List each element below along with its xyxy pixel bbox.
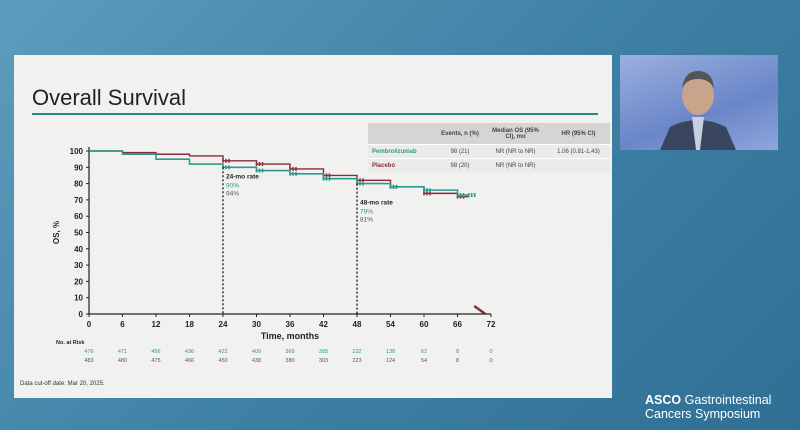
risk-count-placebo: 475 [151,358,160,364]
risk-count-pembrolizumab: 0 [489,349,492,355]
table-row: Pembrolizumab 98 (21) NR (NR to NR) 1.06… [368,144,610,159]
y-tick-label: 70 [74,196,83,205]
x-tick-label: 12 [152,320,161,329]
x-tick-label: 60 [420,320,429,329]
x-tick-label: 0 [87,320,92,329]
x-tick-label: 18 [185,320,194,329]
cell: 1.06 (0.81-1.43) [547,144,610,159]
y-tick-label: 100 [70,147,84,156]
risk-count-pembrolizumab: 369 [285,349,294,355]
risk-count-pembrolizumab: 476 [84,349,93,355]
risk-count-pembrolizumab: 422 [218,349,227,355]
risk-count-placebo: 223 [352,358,361,364]
table-header: Events, n (%) Median OS (95% CI), mo HR … [368,123,610,145]
cell [547,158,610,172]
cell: 98 (20) [436,158,484,172]
y-tick-label: 10 [74,294,83,303]
cell: NR (NR to NR) [484,158,547,172]
rate-value-placebo: 81% [360,217,373,224]
x-axis-label: Time, months [261,331,319,341]
risk-count-placebo: 54 [421,358,427,364]
logo-org: ASCO [645,393,682,407]
asco-logo: ASCO Gastrointestinal Cancers Symposium [645,393,771,421]
risk-count-placebo: 450 [218,358,227,364]
risk-count-pembrolizumab: 409 [252,349,261,355]
y-tick-label: 80 [74,180,83,189]
title-divider [32,113,598,115]
table-row: Placebo 98 (20) NR (NR to NR) [368,158,610,172]
y-tick-label: 20 [74,277,83,286]
series-line-pembrolizumab [89,150,469,196]
risk-count-placebo: 480 [118,358,127,364]
x-tick-label: 42 [319,320,328,329]
logo-line2: Cancers Symposium [645,407,761,421]
risk-count-placebo: 438 [252,358,261,364]
risk-count-placebo: 303 [319,358,328,364]
y-tick-label: 60 [74,212,83,221]
y-axis-label: OS, % [52,221,61,244]
x-tick-label: 24 [219,320,228,329]
x-tick-label: 66 [453,320,462,329]
risk-count-pembrolizumab: 456 [151,349,160,355]
risk-count-placebo: 380 [285,358,294,364]
risk-table-label: No. at Risk [56,340,85,346]
series-line-placebo [89,150,470,198]
rate-value-pembrolizumab: 90% [226,182,239,189]
risk-count-placebo: 483 [84,358,93,364]
x-tick-label: 6 [120,320,125,329]
header-blank [368,123,436,145]
risk-count-pembrolizumab: 8 [456,349,459,355]
slide: Overall Survival Events, n (%) Median OS… [14,55,612,398]
cell: 98 (21) [436,144,484,159]
rate-value-pembrolizumab: 79% [360,209,373,216]
risk-count-placebo: 466 [185,358,194,364]
speaker-image [660,71,736,150]
rate-label: 24-mo rate [226,173,259,180]
rate-label: 48-mo rate [360,200,393,207]
header-events: Events, n (%) [436,123,484,145]
cell: NR (NR to NR) [484,144,547,159]
risk-count-placebo: 0 [489,358,492,364]
y-tick-label: 30 [74,261,83,270]
risk-count-pembrolizumab: 62 [421,349,427,355]
y-tick-label: 50 [74,229,83,238]
x-tick-label: 30 [252,320,261,329]
risk-count-placebo: 124 [386,358,395,364]
header-median-os: Median OS (95% CI), mo [484,123,547,145]
cutoff-note: Data cut-off date: Mar 20, 2025. [20,381,105,387]
y-tick-label: 90 [74,163,83,172]
summary-table: Events, n (%) Median OS (95% CI), mo HR … [368,123,610,172]
risk-count-pembrolizumab: 138 [386,349,395,355]
x-tick-label: 72 [487,320,496,329]
header-hr: HR (95% CI) [547,123,610,145]
row-label: Placebo [368,158,436,172]
risk-count-placebo: 8 [456,358,459,364]
speaker-video [620,55,778,150]
rate-value-placebo: 94% [226,190,239,197]
risk-count-pembrolizumab: 471 [118,349,127,355]
x-tick-label: 48 [353,320,362,329]
slide-title: Overall Survival [32,85,187,110]
x-tick-label: 54 [386,320,395,329]
row-label: Pembrolizumab [368,144,436,159]
placebo-tail-mark [473,304,487,316]
risk-count-pembrolizumab: 436 [185,349,194,355]
risk-count-pembrolizumab: 232 [352,349,361,355]
logo-line1: Gastrointestinal [684,393,772,407]
y-tick-label: 40 [74,245,83,254]
risk-count-pembrolizumab: 305 [319,349,328,355]
x-tick-label: 36 [286,320,295,329]
y-tick-label: 0 [79,310,84,319]
